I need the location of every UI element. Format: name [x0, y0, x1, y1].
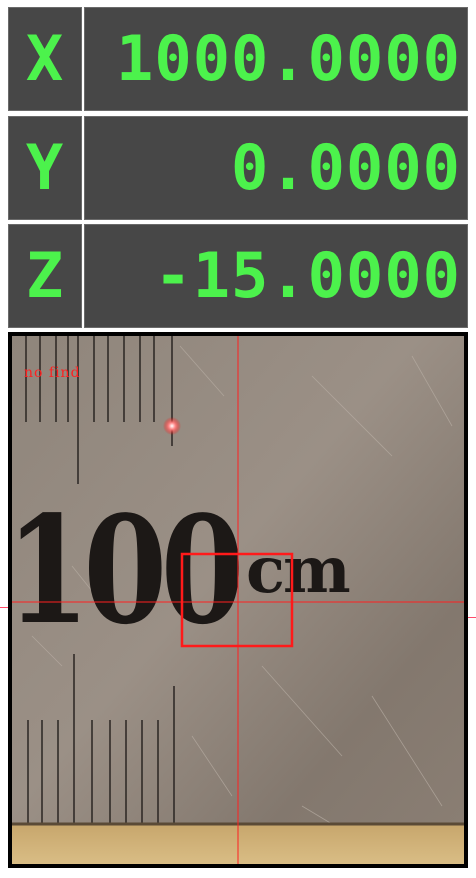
axis-cell-x: X: [8, 7, 82, 111]
laser-dot: [163, 417, 181, 435]
axis-value-z: -15.0000: [154, 239, 461, 312]
crosshair-extension-left: [0, 607, 8, 608]
ruler-tick-marks-bottom: [27, 654, 175, 824]
surface-scratches: [31, 345, 453, 837]
dro-row-x: X 1000.0000: [8, 7, 468, 111]
camera-image[interactable]: 100 cm: [12, 336, 464, 864]
detection-status: no find: [24, 365, 81, 381]
crosshair-extension-right: [468, 617, 476, 618]
axis-value-cell-y: 0.0000: [84, 116, 468, 220]
ruler-unit: cm: [246, 533, 350, 608]
axis-cell-z: Z: [8, 224, 82, 328]
ruler-number: 100: [12, 483, 240, 657]
dro-row-z: Z -15.0000: [8, 224, 468, 328]
axis-label-x: X: [25, 22, 65, 95]
axis-cell-y: Y: [8, 116, 82, 220]
target-box: [180, 552, 294, 648]
axis-value-cell-x: 1000.0000: [84, 7, 468, 111]
axis-value-cell-z: -15.0000: [84, 224, 468, 328]
camera-view[interactable]: 100 cm no find: [8, 332, 468, 868]
axis-label-y: Y: [25, 131, 65, 204]
axis-label-z: Z: [25, 239, 65, 312]
dro-row-y: Y 0.0000: [8, 116, 468, 220]
axis-value-y: 0.0000: [231, 131, 461, 204]
axis-value-x: 1000.0000: [116, 22, 461, 95]
